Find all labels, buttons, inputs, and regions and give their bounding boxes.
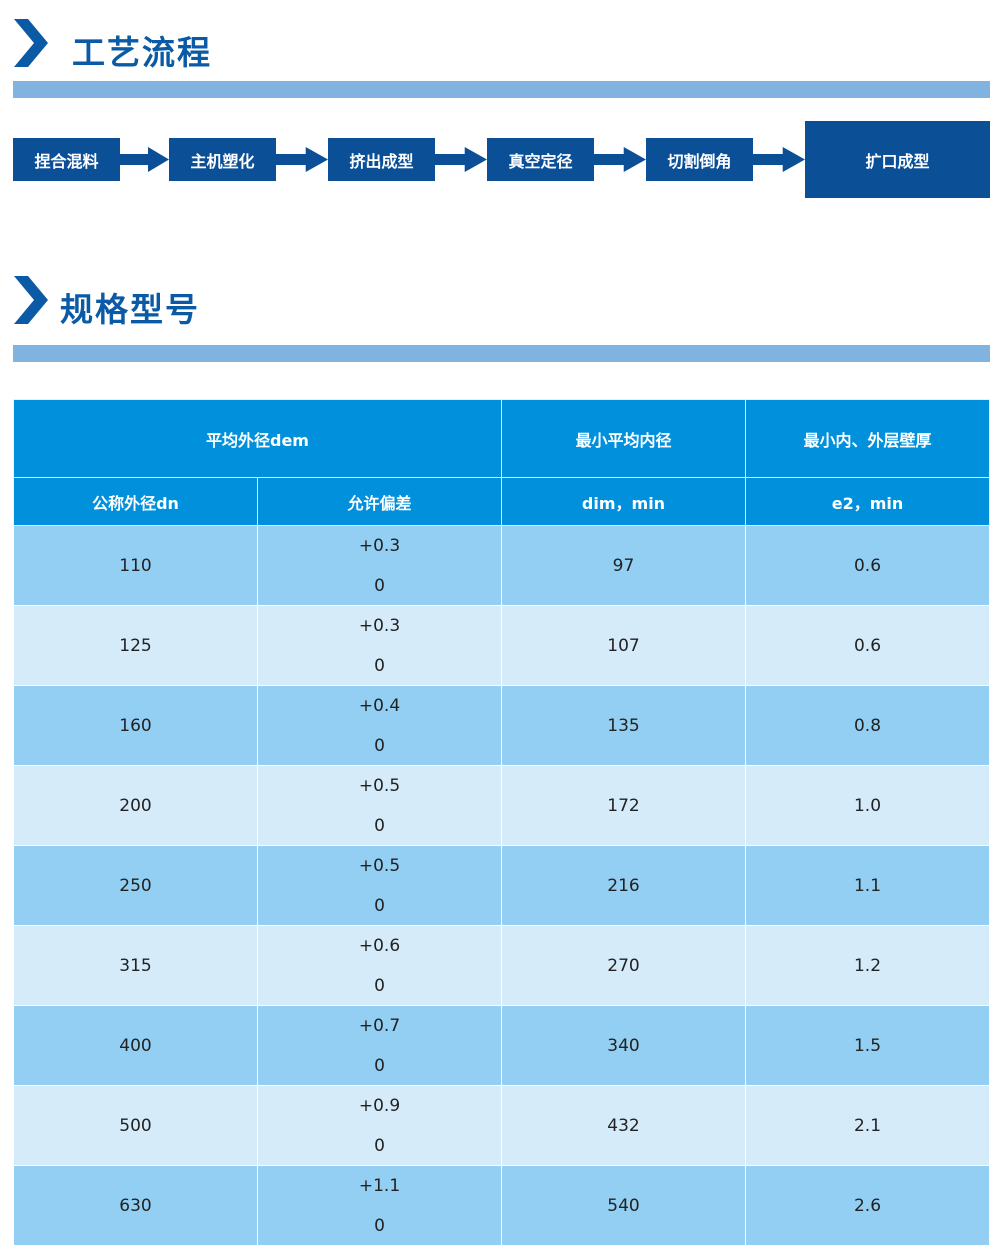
tolerance-upper: +0.3 [358, 535, 401, 556]
table-row: 315 +0.6 0 270 1.2 [13, 925, 990, 1006]
arrow-right-icon [753, 147, 805, 172]
table-row: 400 +0.7 0 340 1.5 [13, 1005, 990, 1086]
header-min-wall-thickness: 最小内、外层壁厚 [745, 399, 990, 478]
header-e2-min: e2，min [745, 477, 990, 526]
cell-tolerance: +0.6 0 [257, 925, 502, 1006]
table-row: 500 +0.9 0 432 2.1 [13, 1085, 990, 1166]
table-row: 125 +0.3 0 107 0.6 [13, 605, 990, 686]
cell-dim: 172 [501, 765, 746, 846]
cell-tolerance: +0.4 0 [257, 685, 502, 766]
table-row: 630 +1.1 0 540 2.6 [13, 1165, 990, 1246]
cell-e2: 1.1 [745, 845, 990, 926]
arrow-right-icon [435, 147, 487, 172]
cell-tolerance: +1.1 0 [257, 1165, 502, 1246]
cell-tolerance: +0.3 0 [257, 525, 502, 606]
cell-dn: 250 [13, 845, 258, 926]
header-nominal-dn: 公称外径dn [13, 477, 258, 526]
header-avg-outer-diameter: 平均外径dem [13, 399, 502, 478]
arrow-right-icon [276, 147, 328, 172]
process-step: 主机塑化 [169, 138, 276, 181]
cell-dn: 315 [13, 925, 258, 1006]
cell-dn: 110 [13, 525, 258, 606]
tolerance-upper: +0.5 [358, 775, 401, 796]
chevron-right-icon [14, 276, 48, 324]
tolerance-lower: 0 [374, 895, 385, 916]
cell-dn: 160 [13, 685, 258, 766]
tolerance-lower: 0 [374, 1135, 385, 1156]
cell-e2: 0.6 [745, 525, 990, 606]
cell-dim: 270 [501, 925, 746, 1006]
cell-dn: 400 [13, 1005, 258, 1086]
cell-dim: 432 [501, 1085, 746, 1166]
tolerance-upper: +0.7 [358, 1015, 401, 1036]
tolerance-upper: +0.9 [358, 1095, 401, 1116]
cell-tolerance: +0.7 0 [257, 1005, 502, 1086]
process-step: 真空定径 [487, 138, 594, 181]
chevron-right-icon [14, 19, 48, 67]
tolerance-upper: +1.1 [358, 1175, 401, 1196]
tolerance-lower: 0 [374, 1055, 385, 1076]
cell-tolerance: +0.3 0 [257, 605, 502, 686]
tolerance-upper: +0.6 [358, 935, 401, 956]
tolerance-lower: 0 [374, 735, 385, 756]
cell-dim: 340 [501, 1005, 746, 1086]
cell-e2: 2.1 [745, 1085, 990, 1166]
spec-table: 平均外径dem 最小平均内径 最小内、外层壁厚 公称外径dn 允许偏差 dim，… [13, 399, 990, 1246]
table-row: 110 +0.3 0 97 0.6 [13, 525, 990, 606]
process-step: 切割倒角 [646, 138, 753, 181]
cell-dn: 630 [13, 1165, 258, 1246]
cell-dn: 200 [13, 765, 258, 846]
header-dim-min: dim，min [501, 477, 746, 526]
cell-dim: 216 [501, 845, 746, 926]
divider-bar [13, 81, 990, 98]
divider-bar [13, 345, 990, 362]
tolerance-lower: 0 [374, 655, 385, 676]
cell-dim: 135 [501, 685, 746, 766]
cell-tolerance: +0.5 0 [257, 845, 502, 926]
section-title-process: 工艺流程 [72, 33, 212, 72]
tolerance-upper: +0.4 [358, 695, 401, 716]
tolerance-lower: 0 [374, 575, 385, 596]
cell-dn: 125 [13, 605, 258, 686]
header-tolerance: 允许偏差 [257, 477, 502, 526]
table-row: 250 +0.5 0 216 1.1 [13, 845, 990, 926]
tolerance-upper: +0.3 [358, 615, 401, 636]
cell-dim: 540 [501, 1165, 746, 1246]
cell-dim: 97 [501, 525, 746, 606]
cell-e2: 1.2 [745, 925, 990, 1006]
tolerance-upper: +0.5 [358, 855, 401, 876]
table-row: 200 +0.5 0 172 1.0 [13, 765, 990, 846]
cell-dn: 500 [13, 1085, 258, 1166]
tolerance-lower: 0 [374, 975, 385, 996]
cell-e2: 1.5 [745, 1005, 990, 1086]
cell-tolerance: +0.9 0 [257, 1085, 502, 1166]
cell-e2: 0.8 [745, 685, 990, 766]
tolerance-lower: 0 [374, 815, 385, 836]
cell-dim: 107 [501, 605, 746, 686]
process-step: 扩口成型 [805, 121, 990, 198]
section-title-specs: 规格型号 [60, 290, 200, 329]
tolerance-lower: 0 [374, 1215, 385, 1236]
arrow-right-icon [594, 147, 646, 172]
cell-tolerance: +0.5 0 [257, 765, 502, 846]
table-row: 160 +0.4 0 135 0.8 [13, 685, 990, 766]
arrow-right-icon [120, 147, 169, 172]
process-step: 挤出成型 [328, 138, 435, 181]
cell-e2: 2.6 [745, 1165, 990, 1246]
cell-e2: 0.6 [745, 605, 990, 686]
process-step: 捏合混料 [13, 138, 120, 181]
cell-e2: 1.0 [745, 765, 990, 846]
header-min-inner-diameter: 最小平均内径 [501, 399, 746, 478]
